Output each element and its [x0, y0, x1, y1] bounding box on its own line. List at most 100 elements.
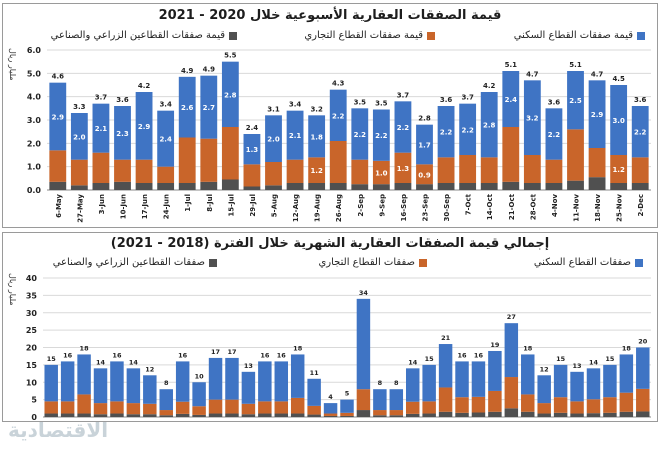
total-value-label: 8	[378, 379, 383, 387]
bar-segment-residential	[603, 364, 617, 398]
x-tick-label: 10-Jun	[120, 194, 128, 219]
bar-segment-residential	[553, 364, 568, 398]
bar-segment-commercial	[416, 164, 433, 185]
total-value-label: 3.6	[440, 96, 453, 104]
bar-segment-residential	[208, 357, 223, 400]
total-value-label: 5.1	[569, 61, 582, 69]
bar-segment-residential	[192, 382, 206, 407]
bar-segment-commercial	[157, 166, 175, 183]
bar-segment-agri_industrial	[567, 180, 584, 190]
bar-segment-commercial	[258, 401, 272, 414]
total-value-label: 4.6	[52, 73, 65, 81]
bar-segment-agri_industrial	[570, 413, 584, 417]
total-value-label: 16	[277, 351, 287, 359]
bar-segment-commercial	[570, 401, 584, 414]
bar-segment-residential	[502, 71, 520, 127]
legend-swatch-commercial	[427, 31, 435, 40]
legend-label-residential: قيمة صفقات القطاع السكني	[513, 30, 633, 41]
x-tick-label: 15-Jul	[227, 194, 235, 217]
bar-segment-commercial	[504, 377, 519, 409]
total-value-label: 18	[293, 344, 303, 352]
bar-segment-agri_industrial	[110, 413, 124, 417]
segment-value-label: 1.8	[310, 133, 323, 141]
bar-segment-agri_industrial	[77, 413, 91, 417]
bar-segment-commercial	[93, 403, 108, 415]
total-value-label: 4	[328, 393, 333, 401]
bar-segment-commercial	[586, 399, 601, 414]
bar-segment-agri_industrial	[394, 183, 412, 190]
bar-segment-agri_industrial	[455, 412, 469, 417]
bar-segment-residential	[619, 354, 634, 393]
bar-segment-agri_industrial	[459, 183, 477, 190]
bar-segment-commercial	[459, 155, 477, 183]
bar-segment-residential	[340, 399, 354, 413]
bar-segment-agri_industrial	[290, 413, 305, 417]
bar-segment-commercial	[619, 392, 634, 412]
bar-segment-commercial	[126, 403, 141, 415]
bar-segment-residential	[394, 101, 412, 153]
bar-segment-commercial	[225, 399, 239, 414]
segment-value-label: 3.0	[612, 117, 625, 125]
legend2-item-commercial: صفقات القطاع التجاري	[318, 257, 427, 268]
y-tick-label: 15	[26, 361, 38, 370]
monthly-chart-panel: إجمالي قيمة الصفقات العقارية الشهرية خلا…	[2, 232, 658, 422]
bar-segment-commercial	[480, 157, 498, 183]
bar-segment-residential	[545, 108, 563, 160]
bar-segment-residential	[135, 92, 153, 160]
total-value-label: 5.1	[505, 61, 518, 69]
x-tick-label: 11-Nov	[573, 194, 581, 222]
bar-segment-commercial	[286, 159, 304, 183]
segment-value-label: 1.0	[375, 170, 388, 178]
bar-segment-commercial	[200, 138, 218, 182]
bar-segment-agri_industrial	[351, 184, 369, 190]
total-value-label: 4.5	[612, 75, 625, 83]
bar-segment-residential	[110, 361, 124, 402]
bar-segment-residential	[175, 361, 190, 402]
legend2-item-agri-industrial: صفقات القطاعين الزراعي والصناعي	[53, 257, 217, 268]
bar-segment-agri_industrial	[416, 184, 433, 190]
bar-segment-agri_industrial	[241, 414, 256, 417]
x-tick-label: 23-Sep	[422, 194, 430, 221]
bar-segment-commercial	[405, 401, 420, 414]
monthly-chart-plot: 0 5 10 15 20 25 30 35 40 15 16 18 14 16 14 12 8 16 10 17 17 1…	[26, 274, 651, 421]
bar-segment-commercial	[175, 401, 190, 414]
total-value-label: 15	[605, 355, 615, 363]
total-value-label: 10	[195, 372, 205, 380]
bar-segment-agri_industrial	[405, 413, 420, 417]
legend2-swatch-agri-industrial	[209, 258, 217, 267]
bar-segment-agri_industrial	[258, 413, 272, 417]
bar-segment-residential	[200, 75, 218, 139]
bar-segment-agri_industrial	[49, 181, 67, 190]
segment-value-label: 2.6	[181, 104, 194, 112]
segment-value-label: 2.2	[548, 131, 561, 139]
bar-segment-commercial	[553, 397, 568, 413]
y-tick-label: 2.0	[27, 139, 42, 148]
bar-segment-residential	[258, 361, 272, 402]
bar-segment-agri_industrial	[504, 408, 519, 417]
bar-segment-commercial	[422, 401, 436, 414]
y-tick-label: 0	[31, 413, 37, 421]
bar-segment-residential	[455, 361, 469, 398]
y-tick-label: 6.0	[27, 46, 42, 55]
segment-value-label: 2.0	[73, 133, 86, 141]
segment-value-label: 2.5	[569, 97, 582, 105]
bar-segment-commercial	[437, 157, 455, 183]
segment-value-label: 1.3	[246, 146, 259, 154]
y-tick-label: 5.0	[27, 69, 42, 78]
bar-segment-agri_industrial	[323, 415, 338, 417]
total-value-label: 3.6	[116, 96, 129, 104]
bar-segment-residential	[70, 113, 88, 160]
bar-segment-agri_industrial	[502, 181, 520, 190]
segment-value-label: 3.2	[526, 115, 539, 123]
bar-segment-residential	[77, 354, 91, 395]
x-tick-label: 16-Sep	[400, 194, 408, 221]
bar-segment-agri_industrial	[586, 413, 601, 417]
total-value-label: 15	[556, 355, 566, 363]
bar-segment-residential	[60, 361, 75, 402]
bar-segment-commercial	[455, 397, 469, 413]
bar-segment-agri_industrial	[200, 181, 218, 190]
y-tick-label: 0.0	[27, 186, 42, 195]
legend-item-commercial: قيمة صفقات القطاع التجاري	[304, 30, 435, 41]
bar-segment-residential	[588, 80, 606, 148]
total-value-label: 3.1	[267, 105, 280, 113]
